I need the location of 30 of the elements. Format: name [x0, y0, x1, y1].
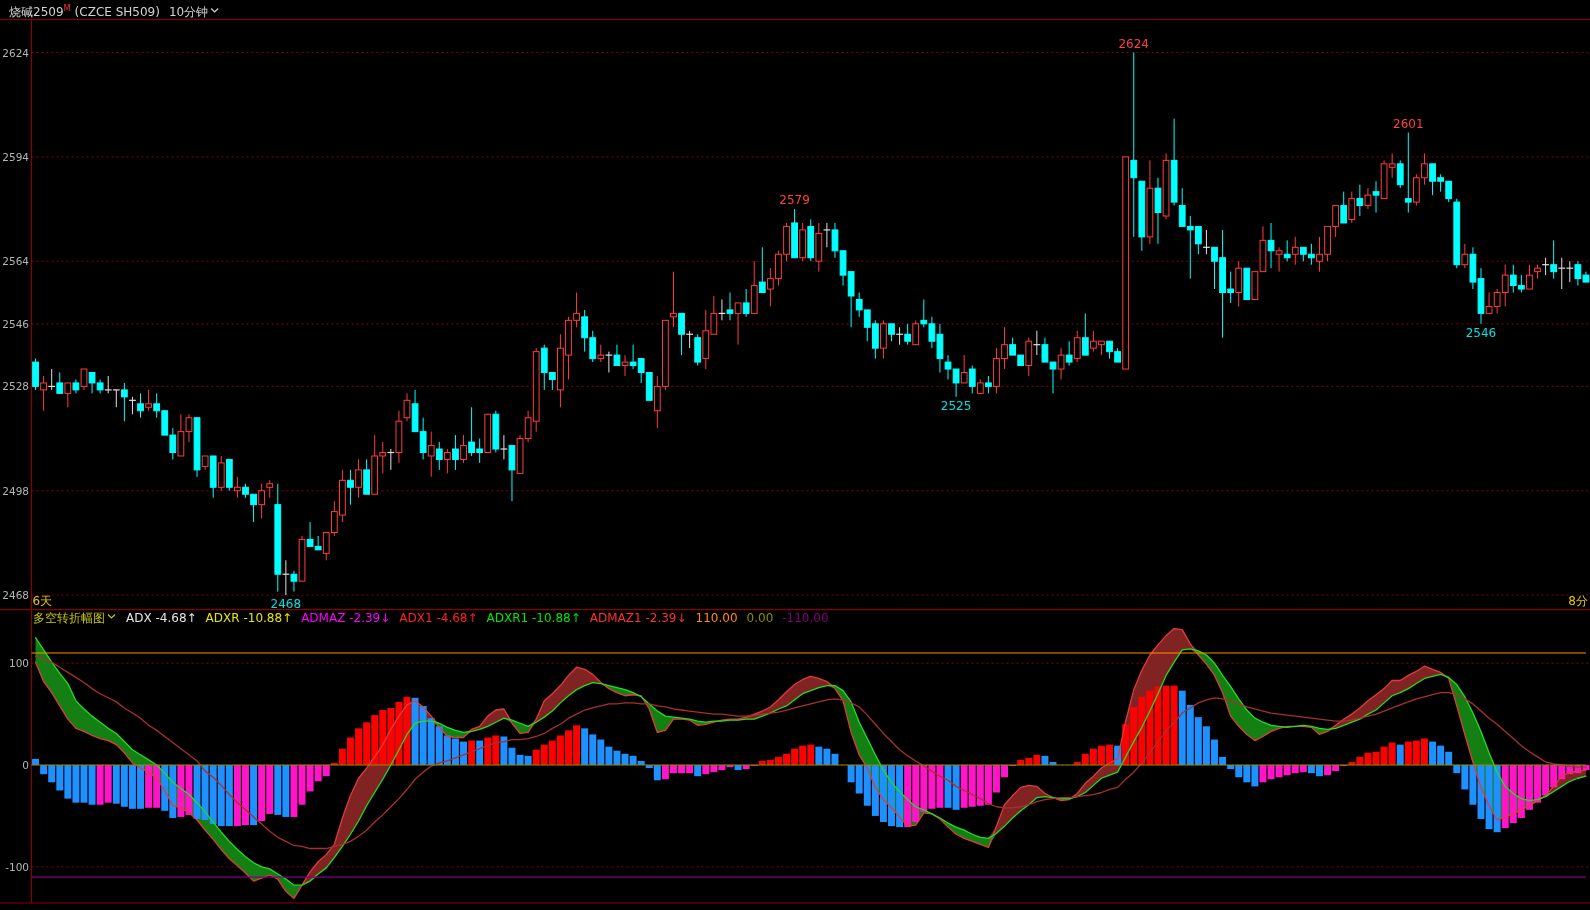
annotation: 2546: [1465, 325, 1497, 340]
annotation: ADXR1 -10.88↑: [486, 610, 581, 625]
annotation: ADX1 -4.68↑: [399, 610, 478, 625]
ref-line-label: 110.00: [695, 610, 738, 625]
y-tick-label: 0: [22, 759, 29, 772]
annotation: 8分: [1568, 594, 1588, 608]
annotation: 2601: [1393, 116, 1424, 131]
annotation: ADXR -10.88↑: [205, 610, 293, 625]
y-tick-label: 2624: [2, 46, 30, 59]
y-tick-label: 2498: [2, 484, 29, 497]
annotation: 2468: [270, 597, 302, 612]
annotation: ADMAZ -2.39↓: [301, 610, 391, 625]
annotation: 2624: [1118, 36, 1150, 51]
y-tick-label: 100: [8, 657, 29, 670]
y-tick-label: 2546: [2, 317, 30, 330]
annotation: 2525: [940, 398, 972, 413]
y-tick-label: 2468: [2, 589, 29, 602]
annotation: 2579: [779, 193, 810, 208]
y-tick-label: 2594: [2, 150, 30, 163]
annotation: 6天: [32, 594, 53, 608]
chart-subtitle: 10分钟: [168, 4, 209, 19]
annotation: ADMAZ1 -2.39↓: [589, 610, 687, 625]
y-tick-label: 2528: [2, 380, 29, 393]
chart-title: 烧碱2509$^{M}$ (CZCE SH509): [9, 2, 160, 19]
y-tick-label: -100: [5, 860, 29, 873]
annotation: ADX -4.68↑: [126, 610, 197, 625]
chart-title: 多空转折幅图: [33, 610, 105, 625]
ref-line-label: 0.00: [746, 610, 774, 625]
ref-line-label: -110.00: [782, 610, 829, 625]
y-tick-label: 2564: [2, 255, 30, 268]
